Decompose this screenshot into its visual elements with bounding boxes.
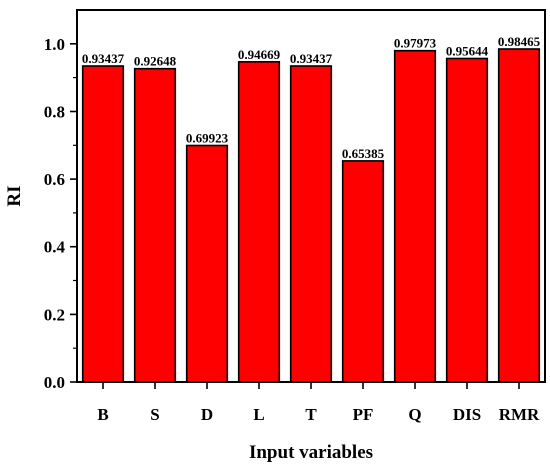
x-tick-label-t: T: [305, 405, 317, 424]
x-tick-label-dis: DIS: [453, 405, 481, 424]
data-label-rmr: 0.98465: [498, 34, 541, 49]
y-tick-label: 0.6: [44, 170, 65, 189]
y-tick-label: 0.0: [44, 373, 65, 392]
bar-d: [185, 144, 229, 383]
bar-rmr: [497, 48, 541, 383]
data-label-pf: 0.65385: [342, 146, 385, 161]
x-axis-ticks: B S D L T PF Q DIS RMR: [97, 382, 540, 424]
bar-dis: [445, 57, 489, 383]
y-axis-title: RI: [4, 185, 25, 206]
y-tick-label: 0.2: [44, 305, 65, 324]
data-label-d: 0.69923: [186, 131, 229, 146]
data-label-t: 0.93437: [290, 51, 333, 66]
y-axis-ticks: 0.0 0.2 0.4 0.6 0.8 1.0: [44, 35, 77, 392]
bars-group: [81, 48, 541, 383]
bar-l: [237, 60, 281, 383]
y-tick-label: 0.8: [44, 103, 65, 122]
data-label-q: 0.97973: [394, 36, 437, 51]
x-axis-title: Input variables: [249, 442, 373, 463]
data-label-l: 0.94669: [238, 47, 281, 62]
x-tick-label-pf: PF: [353, 405, 374, 424]
bar-s: [133, 67, 177, 383]
x-tick-label-s: S: [150, 405, 159, 424]
y-tick-label: 1.0: [44, 35, 65, 54]
x-tick-label-l: L: [253, 405, 264, 424]
data-label-s: 0.92648: [134, 54, 177, 69]
x-tick-label-d: D: [201, 405, 213, 424]
bar-b: [81, 65, 125, 383]
plot-frame: [76, 9, 546, 383]
x-tick-label-q: Q: [408, 405, 421, 424]
bar-t: [289, 65, 333, 383]
data-label-b: 0.93437: [82, 51, 125, 66]
y-tick-label: 0.4: [44, 238, 66, 257]
bar-q: [393, 49, 437, 383]
bar-pf: [341, 160, 385, 383]
x-tick-label-rmr: RMR: [499, 405, 540, 424]
data-labels-group: 0.93437 0.92648 0.69923 0.94669 0.93437 0.653…: [82, 34, 541, 161]
x-tick-label-b: B: [97, 405, 108, 424]
data-label-dis: 0.95644: [446, 44, 489, 59]
